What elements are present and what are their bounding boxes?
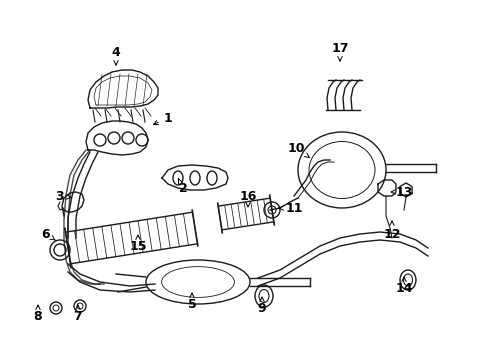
Text: 3: 3 bbox=[56, 189, 71, 202]
Text: 14: 14 bbox=[394, 277, 412, 294]
Text: 9: 9 bbox=[257, 297, 266, 315]
Text: 12: 12 bbox=[383, 221, 400, 240]
Text: 15: 15 bbox=[129, 235, 146, 252]
Text: 13: 13 bbox=[390, 185, 412, 198]
Text: 17: 17 bbox=[330, 41, 348, 61]
Text: 4: 4 bbox=[111, 45, 120, 65]
Text: 1: 1 bbox=[153, 112, 172, 125]
Text: 11: 11 bbox=[279, 202, 302, 215]
Text: 10: 10 bbox=[286, 141, 309, 158]
Text: 2: 2 bbox=[178, 179, 187, 194]
Text: 16: 16 bbox=[239, 189, 256, 207]
Text: 6: 6 bbox=[41, 228, 55, 240]
Text: 8: 8 bbox=[34, 305, 42, 323]
Text: 7: 7 bbox=[74, 305, 82, 323]
Text: 5: 5 bbox=[187, 293, 196, 310]
